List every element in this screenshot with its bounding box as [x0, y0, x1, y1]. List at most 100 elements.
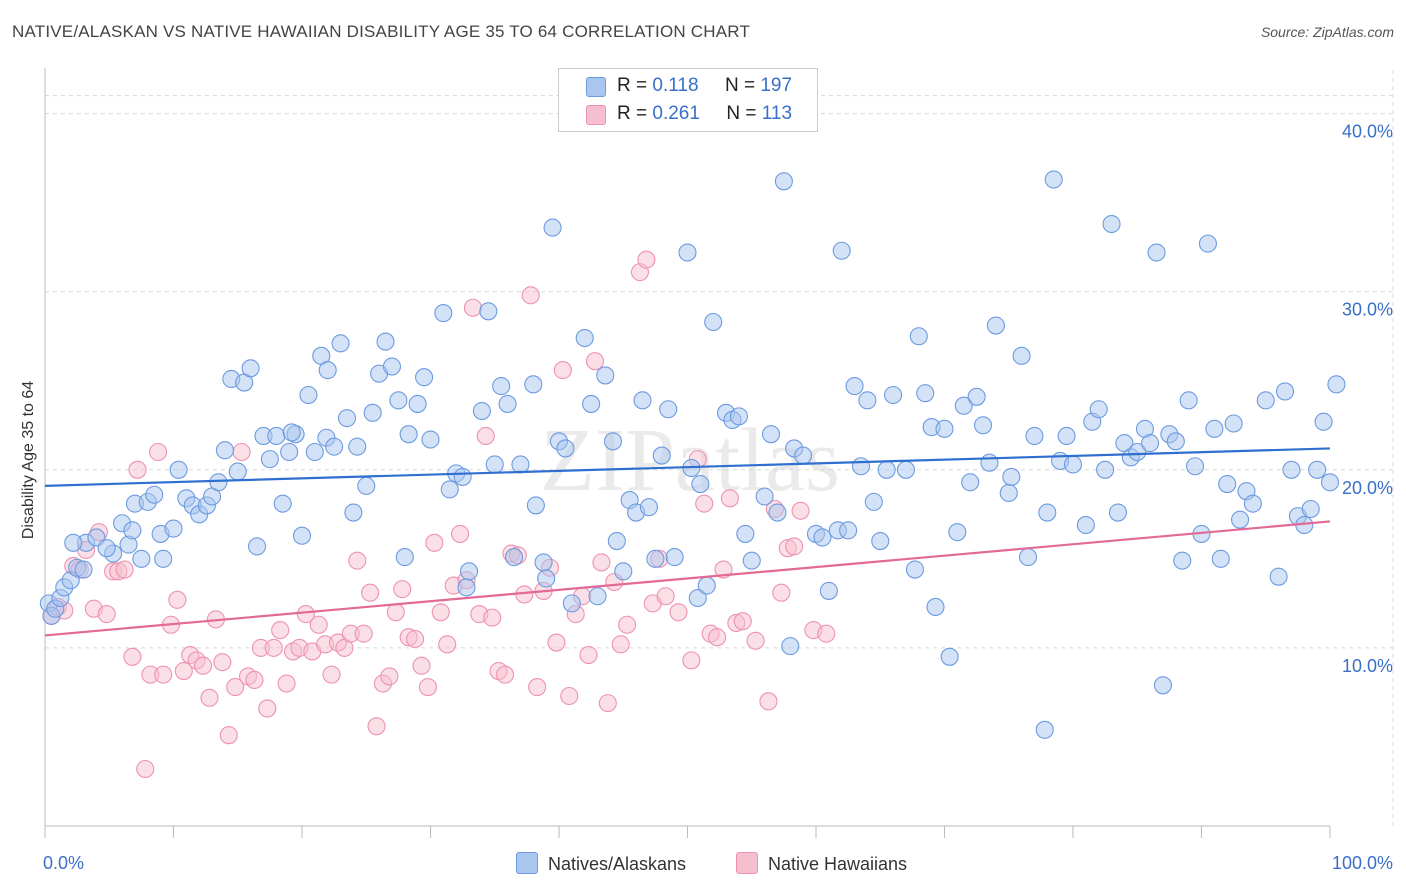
data-point	[556, 439, 575, 458]
data-point	[492, 377, 511, 396]
data-point	[871, 531, 890, 551]
data-point	[909, 327, 928, 346]
data-point	[598, 694, 617, 713]
data-point	[791, 501, 810, 520]
data-point	[926, 597, 945, 616]
data-point	[526, 496, 545, 515]
data-point	[219, 726, 238, 745]
y-axis-label: Disability Age 35 to 64	[20, 380, 37, 540]
legend-r-value: 0.118	[652, 75, 699, 96]
data-point	[547, 633, 566, 652]
data-point	[1166, 432, 1185, 451]
data-point	[637, 250, 656, 269]
data-point	[245, 670, 264, 690]
data-point	[794, 446, 813, 465]
data-point	[1018, 548, 1038, 567]
data-point	[305, 442, 324, 462]
data-point	[367, 717, 386, 736]
data-point	[999, 483, 1018, 503]
data-point	[755, 487, 774, 506]
data-point	[817, 624, 836, 643]
data-point	[639, 498, 659, 517]
bottom-legend-natives-alaskans: Natives/Alaskans	[516, 852, 686, 875]
data-point	[611, 635, 630, 654]
data-point	[1224, 414, 1243, 433]
data-point	[1327, 375, 1346, 394]
data-point	[896, 460, 916, 479]
y-tick-label: 30.0%	[1342, 300, 1393, 320]
legend-swatch-blue	[586, 77, 606, 97]
data-point	[948, 523, 967, 542]
data-point	[1198, 234, 1217, 253]
legend-n-value: 113	[761, 103, 793, 124]
data-point	[1275, 382, 1295, 401]
chart-title: NATIVE/ALASKAN VS NATIVE HAWAIIAN DISABI…	[12, 22, 751, 41]
data-point	[280, 442, 299, 462]
data-point	[149, 442, 168, 462]
data-point	[669, 603, 688, 622]
data-point	[74, 560, 93, 579]
data-point	[543, 218, 562, 237]
data-point	[813, 528, 832, 547]
y-tick-label: 40.0%	[1342, 122, 1393, 142]
data-point	[348, 551, 367, 570]
data-point	[618, 615, 637, 634]
data-point	[961, 473, 980, 492]
data-point	[1256, 391, 1275, 410]
data-point	[1102, 214, 1121, 234]
data-point	[1243, 494, 1262, 513]
data-point	[209, 473, 228, 492]
data-point	[260, 450, 279, 469]
data-point	[434, 304, 453, 323]
data-point	[115, 560, 134, 579]
data-point	[729, 407, 748, 426]
data-point	[839, 521, 858, 540]
series-natives-alaskans	[39, 170, 1346, 739]
data-point	[145, 485, 164, 504]
legend-n-label: N =	[726, 103, 757, 124]
data-point	[425, 533, 444, 552]
data-point	[884, 385, 903, 405]
data-point	[845, 377, 864, 396]
y-tick-label: 20.0%	[1342, 478, 1393, 498]
data-point	[1308, 460, 1327, 479]
data-point	[1076, 515, 1095, 535]
data-point	[1025, 426, 1044, 446]
data-point	[264, 638, 283, 657]
data-point	[986, 316, 1005, 335]
legend-r-value: 0.261	[652, 103, 700, 124]
data-point	[524, 375, 543, 394]
data-point	[1044, 170, 1063, 189]
data-point	[136, 759, 155, 779]
data-point	[1301, 499, 1320, 519]
data-point	[553, 361, 572, 380]
data-point	[273, 494, 292, 513]
data-point	[154, 549, 173, 568]
data-point	[1141, 434, 1160, 453]
data-point	[318, 361, 337, 380]
data-point	[596, 366, 615, 385]
data-point	[232, 442, 251, 462]
data-point	[267, 426, 286, 446]
data-point	[459, 562, 479, 581]
data-point	[1063, 455, 1083, 474]
data-point	[697, 576, 716, 595]
data-point	[851, 457, 871, 476]
data-point	[440, 480, 459, 499]
legend-n-label: N =	[724, 75, 756, 96]
trend-lines	[44, 447, 1331, 637]
data-point	[905, 560, 924, 579]
data-point	[1147, 243, 1166, 262]
data-point	[582, 394, 601, 413]
data-point	[646, 549, 665, 568]
data-point	[363, 403, 382, 422]
legend-r-label: R =	[617, 75, 648, 96]
data-point	[1320, 473, 1340, 492]
data-point	[1231, 510, 1250, 529]
data-point	[916, 384, 935, 403]
data-point	[226, 678, 245, 697]
data-point	[695, 494, 714, 513]
trend-line-natives-alaskans	[44, 447, 1331, 487]
data-point	[534, 553, 553, 572]
legend-swatch-pink	[586, 105, 606, 125]
